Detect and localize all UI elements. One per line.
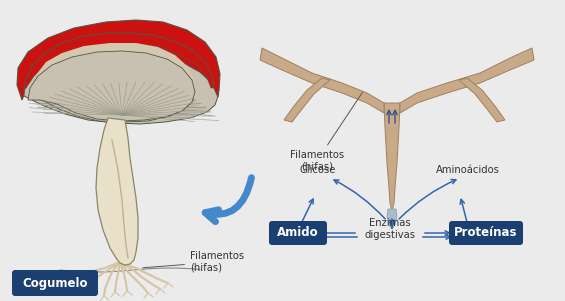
FancyArrowPatch shape bbox=[205, 178, 251, 222]
FancyArrowPatch shape bbox=[301, 199, 313, 224]
Polygon shape bbox=[28, 51, 195, 121]
FancyBboxPatch shape bbox=[12, 270, 98, 296]
Polygon shape bbox=[284, 78, 330, 122]
Text: Glicose: Glicose bbox=[300, 165, 336, 175]
Polygon shape bbox=[17, 20, 220, 100]
Polygon shape bbox=[34, 43, 195, 88]
FancyArrowPatch shape bbox=[334, 180, 385, 219]
Text: Amido: Amido bbox=[277, 226, 319, 240]
FancyArrowPatch shape bbox=[460, 199, 467, 223]
Text: Cogumelo: Cogumelo bbox=[22, 277, 88, 290]
Polygon shape bbox=[459, 78, 505, 122]
FancyBboxPatch shape bbox=[269, 221, 327, 245]
FancyArrowPatch shape bbox=[320, 235, 357, 239]
FancyArrowPatch shape bbox=[320, 231, 355, 235]
FancyArrowPatch shape bbox=[425, 231, 450, 235]
Polygon shape bbox=[400, 48, 534, 113]
Polygon shape bbox=[260, 48, 384, 113]
Polygon shape bbox=[384, 103, 400, 211]
Text: Proteínas: Proteínas bbox=[454, 226, 518, 240]
Text: Enzimas
digestivas: Enzimas digestivas bbox=[364, 218, 415, 240]
FancyArrowPatch shape bbox=[399, 180, 456, 219]
Polygon shape bbox=[24, 27, 216, 88]
Text: Aminoácidos: Aminoácidos bbox=[436, 165, 500, 175]
FancyArrowPatch shape bbox=[390, 219, 394, 225]
Polygon shape bbox=[22, 51, 218, 124]
FancyArrowPatch shape bbox=[390, 222, 394, 228]
Polygon shape bbox=[18, 25, 218, 96]
Text: Filamentos
(hifas): Filamentos (hifas) bbox=[143, 251, 244, 273]
Polygon shape bbox=[387, 209, 397, 229]
Polygon shape bbox=[96, 118, 138, 265]
Polygon shape bbox=[34, 55, 193, 122]
FancyArrowPatch shape bbox=[423, 235, 450, 239]
Text: Filamentos
(hifas): Filamentos (hifas) bbox=[290, 92, 363, 172]
FancyBboxPatch shape bbox=[449, 221, 523, 245]
